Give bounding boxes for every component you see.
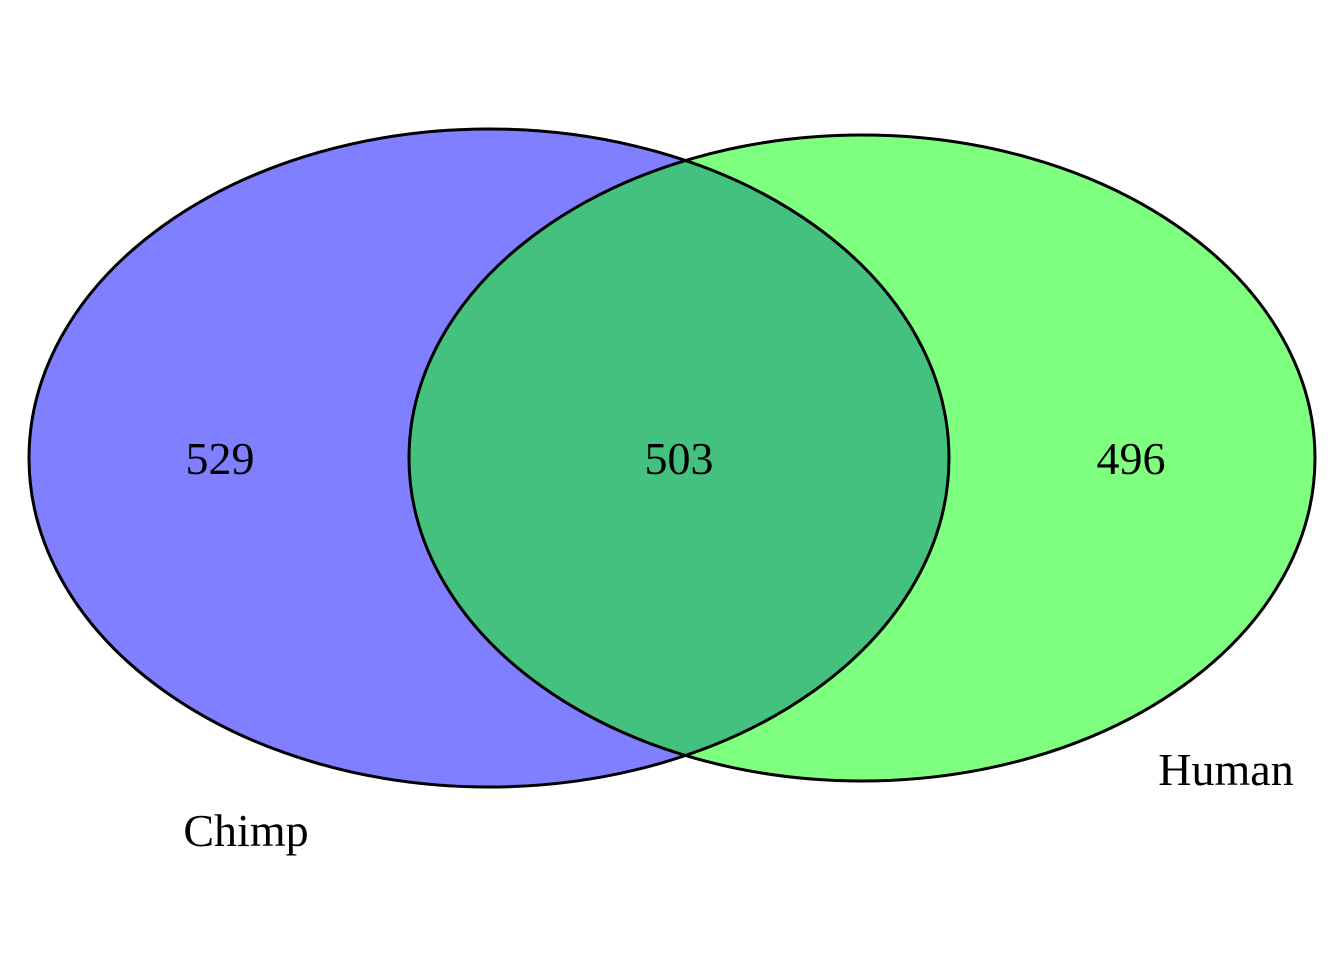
human-set-outline (407, 133, 1317, 783)
human-set-label: Human (1158, 744, 1293, 795)
intersection-count: 503 (645, 433, 714, 484)
intersection-region (409, 135, 949, 781)
chimp-set-outline (27, 127, 951, 789)
chimp-only-count: 529 (186, 433, 255, 484)
chimp-set-label: Chimp (183, 805, 308, 856)
human-only-count: 496 (1097, 433, 1166, 484)
